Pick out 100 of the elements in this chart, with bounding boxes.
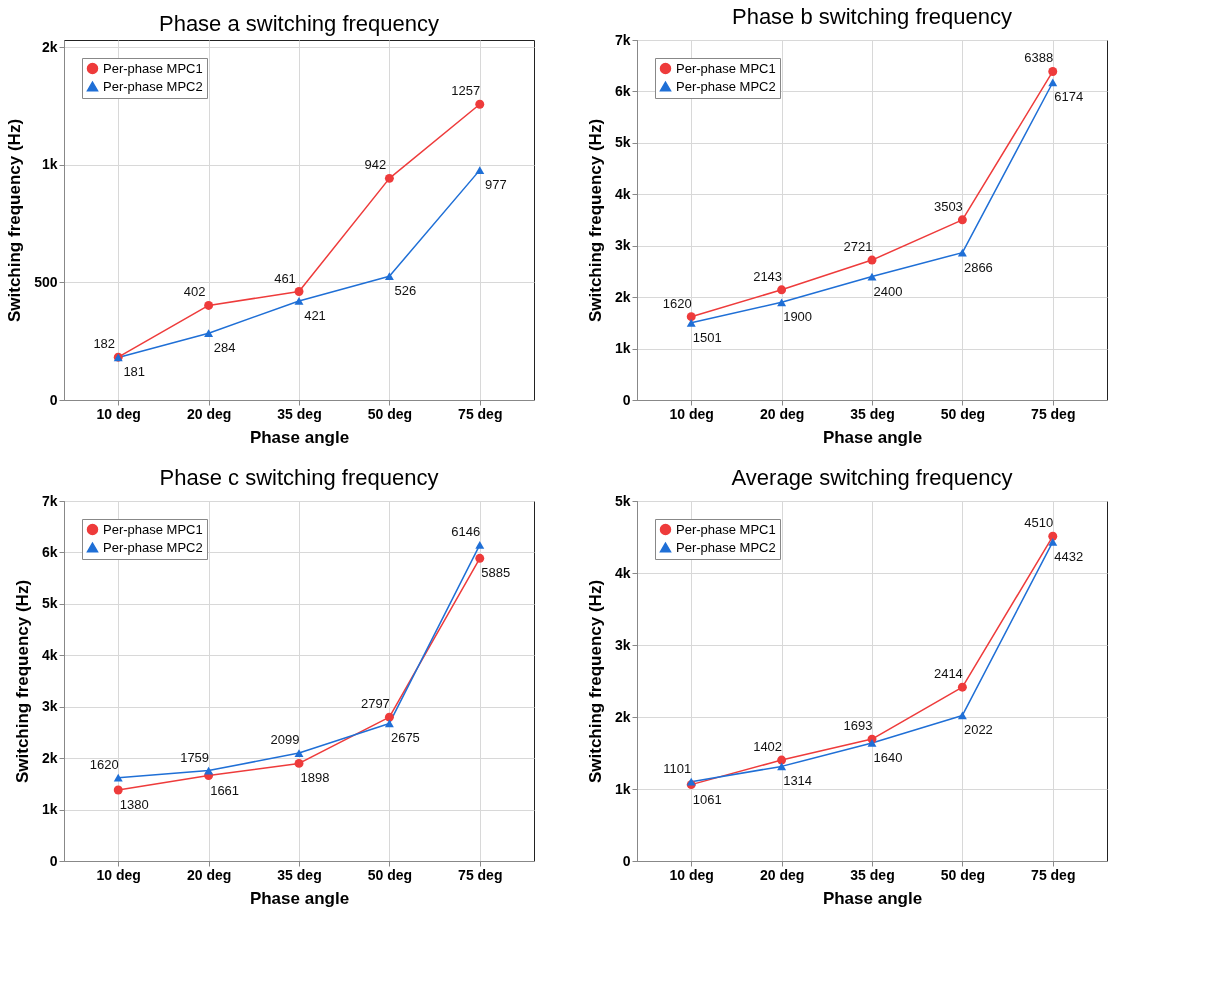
data-label: 1314 (783, 773, 813, 789)
y-tick-label: 1k (41, 801, 58, 818)
data-label: 2675 (390, 730, 420, 746)
data-label: 4432 (1054, 548, 1084, 564)
data-label: 461 (274, 270, 296, 286)
x-tick-label: 20 deg (759, 405, 805, 422)
chart-title: Phase c switching frequency (159, 465, 439, 490)
y-tick-label: 2k (614, 708, 631, 725)
legend-label: Per-phase MPC1 (103, 521, 203, 537)
data-label: 421 (304, 307, 326, 323)
legend-label: Per-phase MPC2 (103, 539, 203, 555)
y-tick-label: 7k (41, 492, 58, 509)
data-label: 2400 (873, 283, 903, 299)
y-tick-label: 4k (41, 646, 58, 663)
x-axis-title: Phase angle (822, 427, 923, 447)
data-label: 1620 (662, 295, 692, 311)
data-label: 2414 (933, 666, 963, 682)
y-tick-label: 4k (614, 185, 631, 202)
x-tick-label: 75 deg (1031, 866, 1076, 883)
data-label: 6174 (1054, 89, 1084, 105)
data-label: 942 (364, 157, 387, 173)
legend-label: Per-phase MPC2 (676, 78, 776, 94)
y-tick-label: 6k (614, 82, 631, 99)
x-axis-title: Phase angle (822, 888, 923, 908)
x-tick-label: 35 deg (850, 866, 895, 883)
data-label: 1898 (300, 770, 330, 786)
data-label: 1257 (451, 83, 481, 99)
y-tick-label: 6k (41, 543, 58, 560)
x-tick-label: 20 deg (759, 866, 805, 883)
data-label: 3503 (933, 198, 963, 214)
data-label: 1620 (89, 756, 119, 772)
y-tick-label: 1k (614, 340, 631, 357)
legend-label: Per-phase MPC2 (103, 78, 203, 94)
x-tick-label: 50 deg (940, 866, 986, 883)
data-label: 1900 (783, 309, 813, 325)
chart-title: Phase a switching frequency (158, 11, 440, 36)
y-tick-label: 1k (41, 156, 58, 173)
y-tick-label: 5k (614, 134, 631, 151)
y-tick-label: 2k (41, 749, 58, 766)
y-tick-label: 3k (614, 237, 631, 254)
y-tick-label: 0 (622, 852, 631, 869)
y-tick-label: 2k (41, 38, 58, 55)
data-label: 4510 (1024, 515, 1054, 531)
x-tick-label: 35 deg (277, 866, 322, 883)
y-tick-label: 5k (614, 492, 631, 509)
legend-label: Per-phase MPC1 (103, 60, 203, 76)
y-axis-title: Switching frequency (Hz) (5, 118, 25, 323)
y-tick-label: 2k (614, 288, 631, 305)
y-tick-label: 0 (49, 391, 58, 408)
data-label: 1693 (843, 718, 873, 734)
legend-label: Per-phase MPC2 (676, 539, 776, 555)
legend-label: Per-phase MPC1 (676, 521, 776, 537)
x-tick-label: 10 deg (669, 405, 714, 422)
data-label: 6388 (1024, 50, 1054, 66)
chart-title: Phase b switching frequency (731, 4, 1013, 29)
data-label: 1061 (692, 791, 722, 807)
data-label: 2866 (963, 259, 993, 275)
x-axis-title: Phase angle (249, 427, 350, 447)
data-label: 2022 (963, 722, 993, 738)
data-label: 977 (484, 177, 507, 193)
y-axis-title: Switching frequency (Hz) (585, 579, 605, 784)
x-axis-title: Phase angle (249, 888, 350, 908)
y-tick-label: 1k (614, 780, 631, 797)
y-axis-title: Switching frequency (Hz) (585, 118, 605, 323)
data-label: 526 (394, 283, 417, 299)
data-label: 1101 (663, 760, 692, 776)
data-label: 284 (213, 340, 236, 356)
y-tick-label: 500 (34, 273, 58, 290)
y-tick-label: 5k (41, 595, 58, 612)
y-axis-title: Switching frequency (Hz) (12, 579, 32, 784)
x-tick-label: 75 deg (458, 405, 503, 422)
x-tick-label: 10 deg (669, 866, 714, 883)
y-tick-label: 7k (614, 31, 631, 48)
data-label: 2797 (360, 696, 390, 712)
x-tick-label: 50 deg (940, 405, 986, 422)
data-label: 1380 (119, 797, 149, 813)
y-tick-label: 0 (622, 391, 631, 408)
data-label: 1402 (753, 739, 783, 755)
x-tick-label: 10 deg (96, 405, 141, 422)
data-label: 182 (93, 336, 116, 352)
data-label: 402 (183, 284, 206, 300)
y-tick-label: 4k (614, 564, 631, 581)
data-label: 2099 (270, 732, 300, 748)
legend-label: Per-phase MPC1 (676, 60, 776, 76)
y-tick-label: 3k (614, 636, 631, 653)
x-tick-label: 35 deg (850, 405, 895, 422)
x-tick-label: 50 deg (367, 405, 413, 422)
y-tick-label: 0 (49, 852, 58, 869)
x-tick-label: 50 deg (367, 866, 413, 883)
x-tick-label: 10 deg (96, 866, 141, 883)
y-tick-label: 3k (41, 698, 58, 715)
data-label: 2143 (753, 268, 783, 284)
data-label: 1759 (180, 749, 210, 765)
x-tick-label: 20 deg (186, 405, 232, 422)
x-tick-label: 20 deg (186, 866, 232, 883)
data-label: 1501 (692, 329, 722, 345)
data-label: 6146 (451, 523, 481, 539)
chart-title: Average switching frequency (731, 465, 1013, 490)
data-label: 181 (123, 364, 146, 380)
data-label: 5885 (481, 565, 511, 581)
